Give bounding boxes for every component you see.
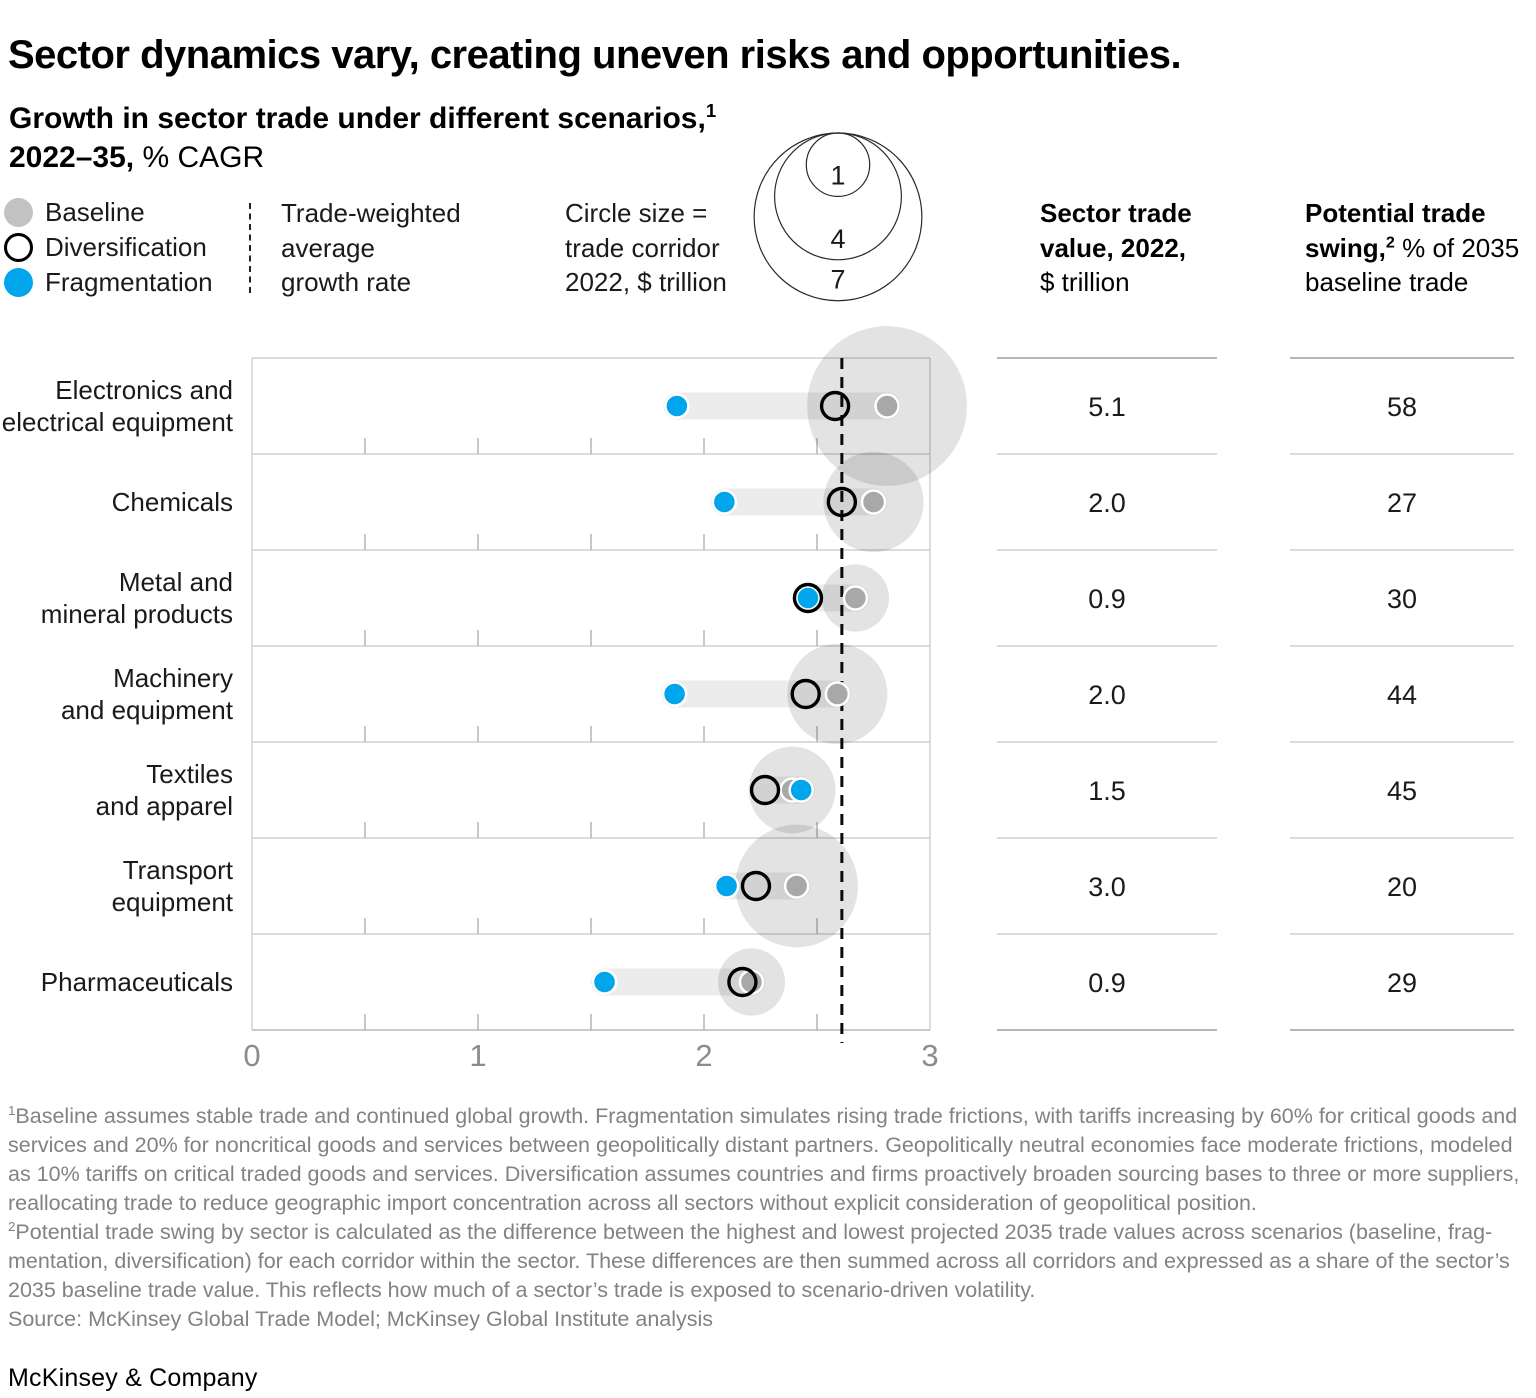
fragmentation-dot: [661, 681, 688, 707]
sector-trade-value-header: Sector trade value, 2022, $ trillion: [1040, 198, 1192, 298]
legend-item-fragmentation: Fragmentation: [4, 265, 213, 300]
potential-trade-swing-value: 30: [1387, 584, 1417, 614]
sector-label: Transport: [123, 855, 234, 885]
fragmentation-dot: [713, 873, 740, 899]
potential-trade-swing-value: 58: [1387, 392, 1417, 422]
scenario-range-band: [663, 392, 901, 420]
fragmentation-dot: [788, 777, 814, 803]
footnotes: 1Baseline assumes stable trade and conti…: [8, 1102, 1530, 1334]
footnote-line: mentation, diversification) for each cor…: [8, 1249, 1510, 1273]
scenario-range-band: [591, 968, 765, 996]
baseline-dot: [874, 393, 900, 419]
sector-label: mineral products: [41, 599, 233, 629]
potential-trade-swing-value: 27: [1387, 488, 1417, 518]
size-legend-value: 1: [830, 160, 845, 190]
sector-label: and equipment: [61, 695, 234, 725]
fragmentation-dot: [664, 393, 690, 419]
legend-label: Baseline: [45, 197, 145, 227]
sector-label: Chemicals: [112, 487, 233, 517]
footnote-line: reallocating trade to reduce geographic …: [8, 1191, 1257, 1215]
fragmentation-dot: [711, 489, 738, 515]
potential-trade-swing-value: 20: [1387, 872, 1417, 902]
trade-weighted-average-label: Trade-weighted average growth rate: [281, 198, 461, 298]
sector-label: electrical equipment: [2, 407, 234, 437]
circle-size-legend: 7 4 1: [753, 132, 923, 302]
scenario-range-band: [710, 488, 887, 516]
diversification-ring: [819, 390, 851, 422]
sector-trade-value: 5.1: [1088, 392, 1126, 422]
size-legend-circle: [805, 132, 871, 198]
baseline-dot: [783, 873, 810, 899]
sector-trade-value: 2.0: [1088, 488, 1126, 518]
size-legend-value: 7: [830, 265, 845, 295]
potential-trade-swing-value: 44: [1387, 680, 1417, 710]
x-axis-tick-label: 0: [243, 1038, 260, 1073]
plot-grid: [251, 357, 931, 1031]
chart-subtitle: Growth in sector trade under different s…: [9, 99, 716, 177]
scenario-range-band: [661, 680, 851, 708]
footnote-line: 1Baseline assumes stable trade and conti…: [8, 1102, 1518, 1128]
diversification-ring: [826, 486, 858, 518]
sector-label: Machinery: [113, 663, 233, 693]
legend-label: Fragmentation: [45, 267, 213, 297]
baseline-dot: [860, 489, 887, 515]
footnote-line: 2035 baseline trade value. This reflects…: [8, 1278, 1036, 1302]
fragmentation-dot: [795, 585, 821, 611]
sector-label: Textiles: [146, 759, 233, 789]
potential-trade-swing-value: 45: [1387, 776, 1417, 806]
subtitle-line-1: Growth in sector trade under different s…: [9, 100, 717, 135]
sector-label: Pharmaceuticals: [41, 967, 233, 997]
potential-trade-swing-value: 29: [1387, 968, 1417, 998]
fragmentation-dot: [591, 969, 618, 995]
potential-trade-swing-header: Potential trade swing,2 % of 2035 baseli…: [1305, 198, 1520, 298]
diversification-ring: [790, 678, 821, 710]
sector-trade-value: 1.5: [1088, 776, 1126, 806]
x-axis-tick-label: 2: [695, 1038, 712, 1073]
diversification-ring: [749, 774, 781, 806]
diversification-ring: [740, 870, 772, 902]
sector-label: Electronics and: [55, 375, 233, 405]
baseline-dot: [824, 681, 851, 707]
subtitle-line-2: 2022–35, % CAGR: [9, 141, 265, 174]
scenario-dots: [591, 390, 900, 998]
x-axis-tick-label: 3: [921, 1038, 938, 1073]
footnote-line: as 10% tariffs on critical traded goods …: [8, 1162, 1520, 1186]
sector-label: equipment: [112, 887, 234, 917]
diversification-ring-icon: [4, 233, 33, 262]
sector-trade-value: 0.9: [1088, 584, 1126, 614]
sector-trade-value: 3.0: [1088, 872, 1126, 902]
dashed-line-icon: [249, 203, 251, 293]
fragmentation-dot-icon: [4, 268, 33, 297]
footnote-line: 2Potential trade swing by sector is calc…: [8, 1218, 1493, 1244]
baseline-dot-icon: [4, 198, 33, 227]
scenario-legend: Baseline Diversification Fragmentation: [4, 195, 213, 300]
source-line: Source: McKinsey Global Trade Model; McK…: [8, 1307, 714, 1331]
baseline-dot: [842, 585, 869, 611]
value-table: 5.1 58 2.0 27 0.9 30 2.0 44 1.5 45 3.0 20 0.9 29: [997, 357, 1514, 1031]
footnote-line: services and 20% for noncritical goods a…: [8, 1133, 1513, 1157]
diversification-ring: [792, 582, 824, 614]
circle-size-label: Circle size = trade corridor 2022, $ tri…: [565, 198, 727, 298]
legend-item-diversification: Diversification: [4, 230, 213, 265]
legend-label: Diversification: [45, 232, 207, 262]
legend-item-baseline: Baseline: [4, 195, 213, 230]
x-axis-tick-label: 1: [469, 1038, 486, 1073]
sector-trade-value: 2.0: [1088, 680, 1126, 710]
sector-trade-value: 0.9: [1088, 968, 1126, 998]
page-title: Sector dynamics vary, creating uneven ri…: [8, 32, 1182, 77]
brand-logotype: McKinsey & Company: [8, 1364, 258, 1392]
size-legend-value: 4: [830, 224, 845, 254]
diversification-ring: [727, 966, 758, 998]
sector-label: Metal and: [119, 567, 233, 597]
sector-label: and apparel: [96, 791, 233, 821]
